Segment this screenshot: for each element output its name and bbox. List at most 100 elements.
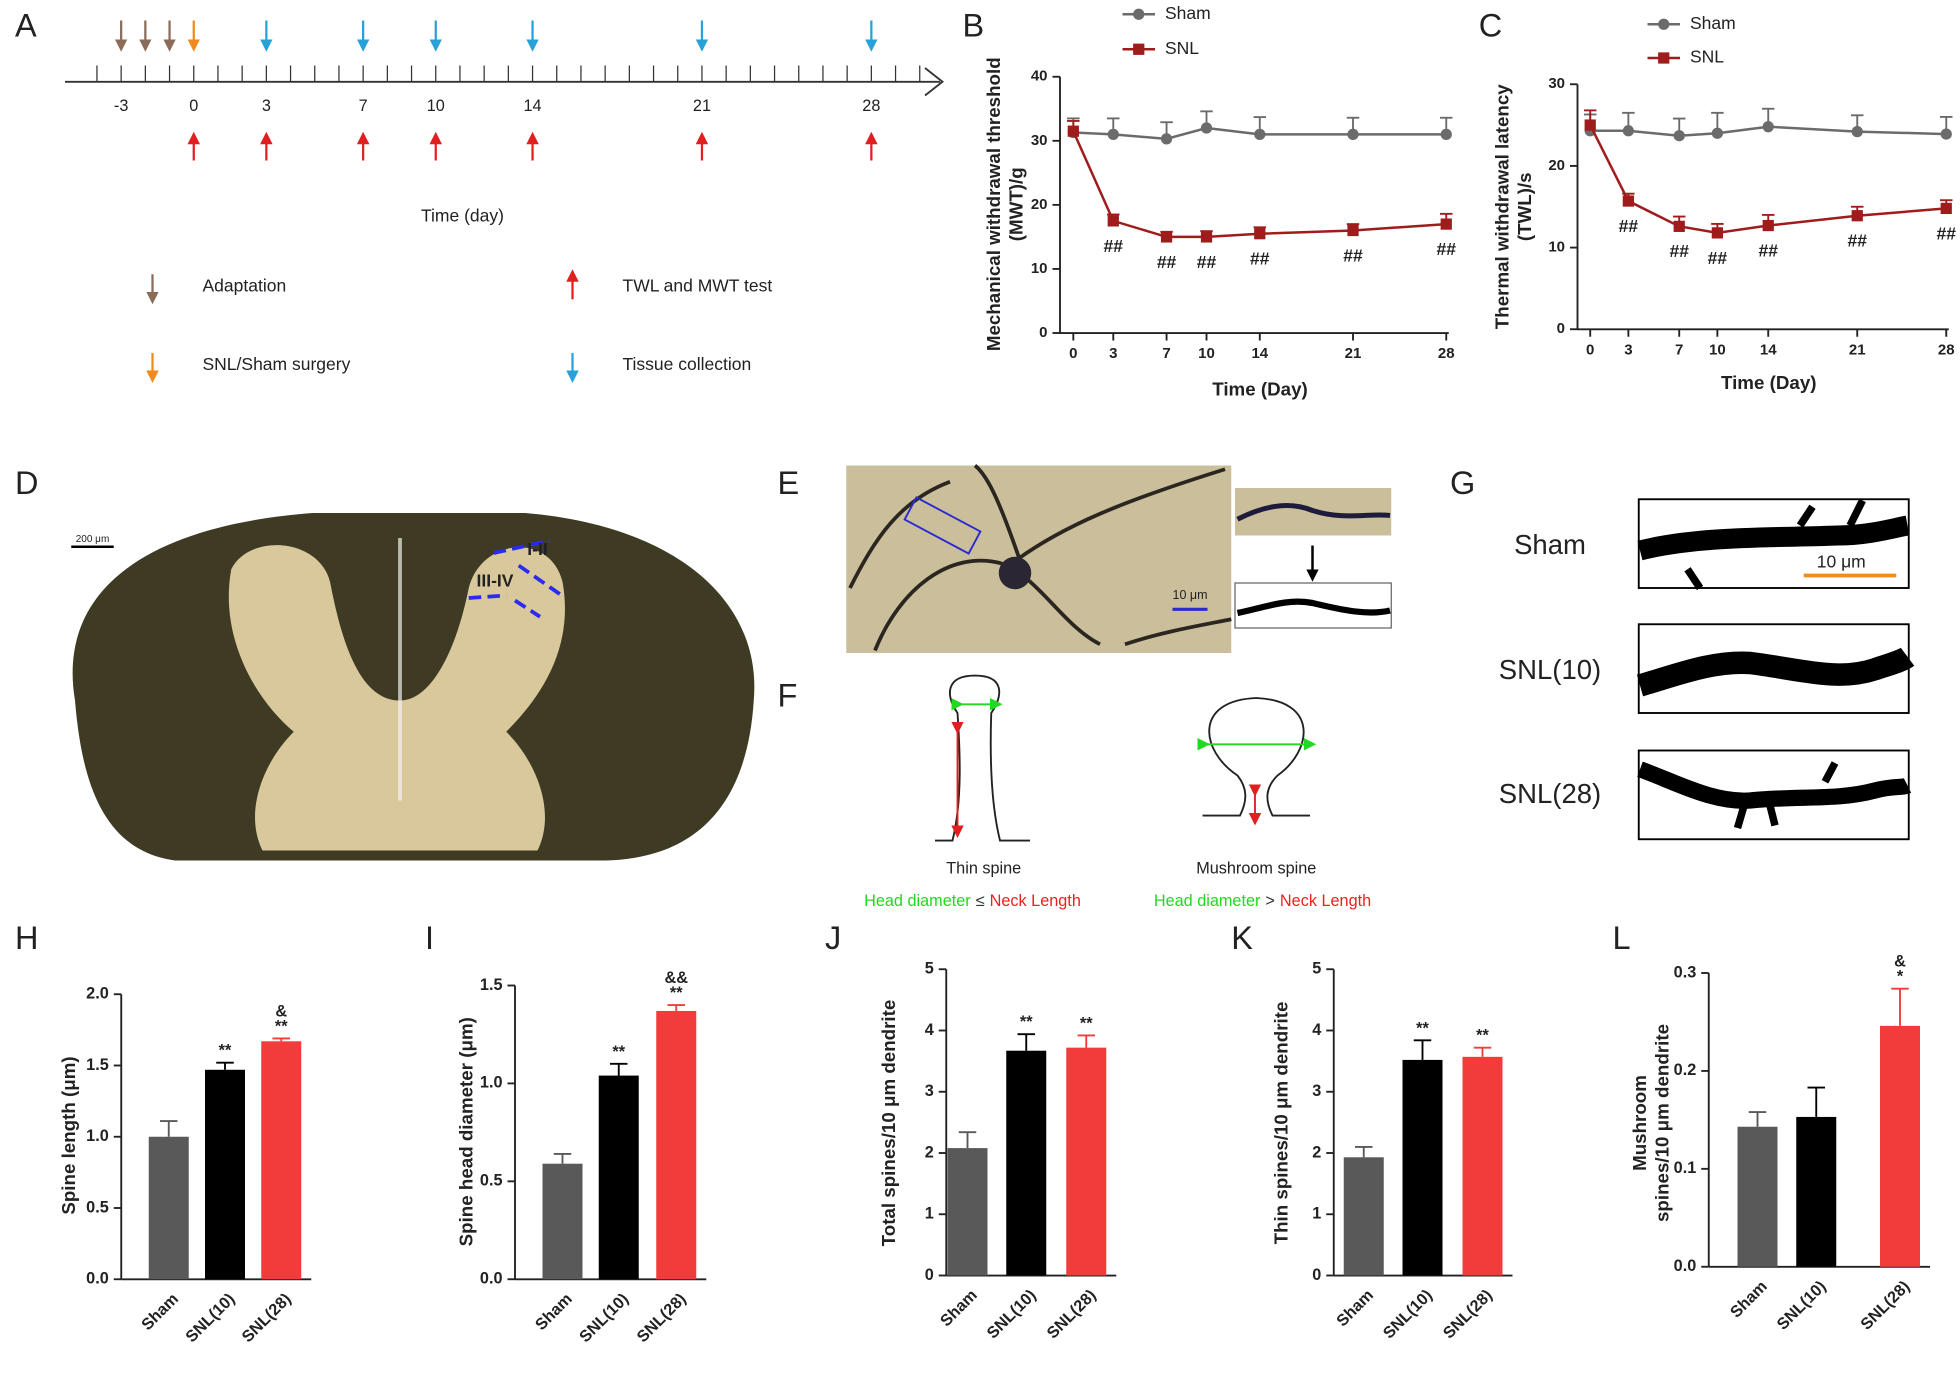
timeline-axis-label: Time (day) — [421, 205, 504, 225]
spine-type-label: Mushroom spine — [1196, 860, 1316, 878]
timeline-day-label: 14 — [524, 97, 542, 115]
bar — [1343, 1157, 1384, 1276]
y-axis-label: Spine head diameter (μm) — [455, 1017, 476, 1246]
legend-label: SNL — [1690, 47, 1724, 67]
y-axis-label: Thin spines/10 μm dendrite — [1270, 1002, 1291, 1245]
significance-label: ** — [1416, 1019, 1429, 1037]
bar — [205, 1069, 245, 1280]
y-axis-label: Spine length (μm) — [58, 1056, 79, 1214]
scale-bar-label: 10 μm — [1173, 588, 1208, 602]
y-tick-label: 0.2 — [1674, 1061, 1697, 1079]
x-axis-label: Time (Day) — [1212, 378, 1308, 399]
panel-label: E — [778, 465, 800, 501]
significance-label: ## — [1619, 216, 1639, 236]
x-tick-label: Sham — [1333, 1286, 1377, 1330]
x-tick-label: 7 — [1675, 341, 1683, 358]
criterion: Head diameter > Neck Length — [1154, 892, 1371, 910]
bar — [656, 1010, 697, 1280]
series-line — [1072, 130, 1447, 239]
marker — [1107, 128, 1119, 141]
significance-label: ** — [1020, 1013, 1033, 1031]
y-tick-label: 0 — [925, 1266, 934, 1284]
legend-label: Sham — [1690, 13, 1736, 33]
x-axis-label: Time (Day) — [1721, 372, 1817, 393]
y-tick-label: 1.0 — [480, 1074, 503, 1092]
x-tick-label: 14 — [1760, 341, 1777, 358]
significance-label: ## — [1669, 241, 1689, 261]
spinal-cord-image — [71, 513, 755, 861]
x-tick-label: SNL(10) — [1380, 1286, 1436, 1342]
bar — [1402, 1059, 1443, 1276]
marker — [1440, 128, 1452, 141]
significance-label: ** — [275, 1017, 288, 1035]
criterion-part: Head diameter — [1154, 892, 1261, 910]
marker — [1851, 125, 1863, 138]
panel-label: F — [778, 678, 798, 714]
significance-label: ** — [219, 1042, 232, 1060]
x-tick-label: 7 — [1162, 345, 1170, 362]
y-tick-label: 0.1 — [1674, 1159, 1697, 1177]
panel-label: L — [1613, 920, 1631, 956]
panel-label: C — [1479, 8, 1502, 44]
x-tick-label: 21 — [1345, 345, 1362, 362]
y-tick-label: 20 — [1548, 157, 1565, 174]
marker — [1254, 228, 1266, 240]
x-tick-label: SNL(28) — [238, 1290, 294, 1346]
significance-label: ## — [1937, 223, 1957, 243]
bar — [1006, 1050, 1047, 1276]
timeline-arrowhead — [924, 67, 945, 97]
bar — [148, 1136, 189, 1280]
bar — [1066, 1047, 1107, 1276]
significance-label: ## — [1250, 249, 1270, 269]
criterion-part: > — [1265, 892, 1275, 910]
x-tick-label: SNL(28) — [1857, 1277, 1913, 1333]
x-tick-label: SNL(28) — [1043, 1286, 1099, 1342]
y-tick-label: 20 — [1031, 196, 1048, 213]
marker — [1711, 127, 1723, 139]
y-tick-label: 2 — [1312, 1143, 1321, 1161]
y-axis-label: (MWT)/g — [1005, 167, 1026, 241]
significance-label: ## — [1197, 252, 1217, 272]
lamina-label: III-IV — [477, 570, 514, 590]
legend-label: Tissue collection — [623, 354, 752, 374]
x-tick-label: SNL(10) — [182, 1290, 238, 1346]
marker — [1940, 128, 1952, 140]
legend-marker — [1133, 43, 1145, 55]
y-tick-label: 0 — [1312, 1266, 1321, 1284]
significance-label: ## — [1104, 236, 1124, 256]
y-tick-label: 1 — [925, 1205, 934, 1223]
significance-label: ## — [1343, 245, 1363, 265]
marker — [1347, 224, 1359, 237]
legend-marker — [1658, 52, 1670, 64]
criterion: Head diameter ≤ Neck Length — [864, 892, 1081, 910]
y-tick-label: 4 — [1312, 1021, 1321, 1039]
criterion-part: Neck Length — [990, 892, 1081, 910]
criterion-part: ≤ — [976, 892, 985, 910]
marker — [1762, 219, 1774, 232]
legend-marker — [1658, 18, 1670, 30]
y-tick-label: 0.0 — [1674, 1257, 1697, 1275]
lamina-label: I-II — [527, 539, 547, 559]
x-tick-label: SNL(10) — [576, 1290, 632, 1346]
marker — [1940, 202, 1952, 215]
x-tick-label: 0 — [1069, 345, 1077, 362]
bar — [1462, 1056, 1503, 1276]
legend-label: SNL — [1165, 38, 1199, 58]
criterion-part: Neck Length — [1280, 892, 1371, 910]
x-tick-label: Sham — [937, 1286, 981, 1330]
significance-label: & — [1894, 953, 1906, 971]
y-tick-label: 0.0 — [86, 1270, 109, 1288]
y-tick-label: 2.0 — [86, 985, 109, 1003]
y-tick-label: 30 — [1548, 75, 1565, 92]
x-tick-label: SNL(28) — [633, 1290, 689, 1346]
timeline-day-label: 21 — [693, 97, 711, 115]
panel-label: K — [1231, 920, 1253, 956]
spine-schematic — [935, 674, 1317, 842]
x-tick-label: 14 — [1251, 345, 1268, 362]
y-tick-label: 0 — [1557, 320, 1565, 337]
significance-label: ** — [1476, 1027, 1489, 1045]
marker — [1711, 227, 1723, 239]
y-tick-label: 0.5 — [86, 1198, 109, 1216]
x-tick-label: Sham — [1727, 1277, 1771, 1321]
